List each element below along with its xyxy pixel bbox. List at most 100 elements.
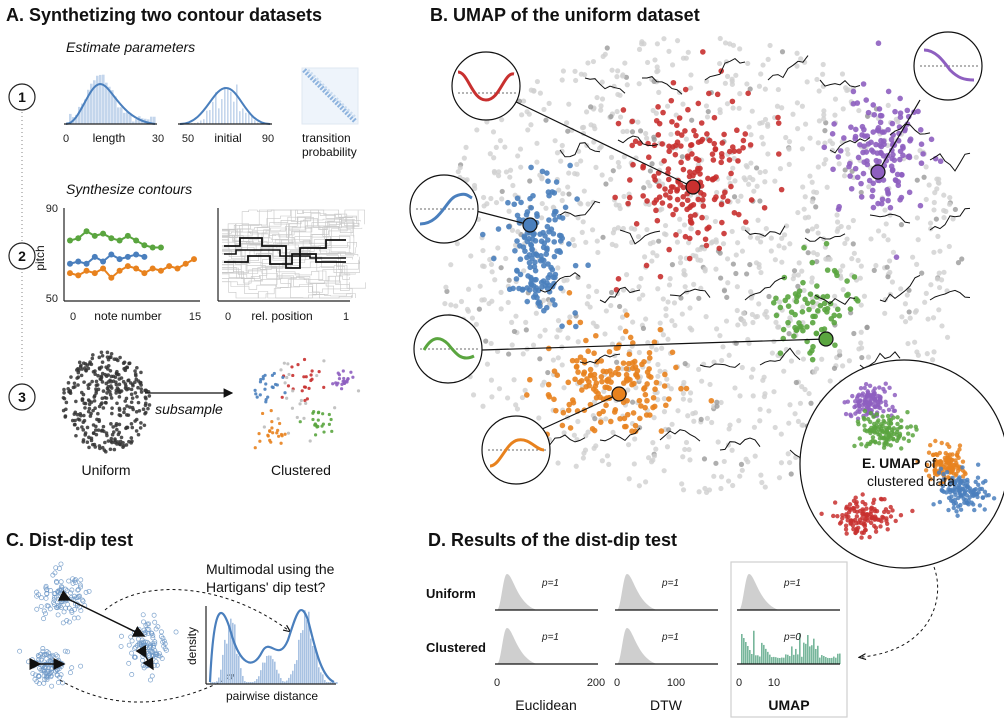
umap-bg-point	[799, 146, 805, 152]
umap-cluster-point	[742, 219, 749, 225]
umap-cluster-point	[514, 238, 520, 244]
umap-cluster-point	[626, 194, 633, 201]
umap-bg-point	[669, 62, 676, 68]
umap-cluster-point	[593, 332, 599, 339]
umap-bg-point	[680, 101, 686, 107]
umap-bg-point	[635, 119, 641, 125]
umap-bg-point	[786, 331, 792, 337]
umap-bg-point	[561, 278, 567, 284]
pvalue-label: p=0	[783, 632, 801, 643]
umap-cluster-point	[542, 233, 548, 239]
umap-cluster-point	[572, 310, 578, 316]
umap-cluster-point	[625, 200, 631, 207]
length-bars	[66, 74, 156, 124]
umap-bg-point	[923, 164, 929, 170]
umap-cluster-point	[796, 288, 803, 294]
umap-cluster-point	[543, 251, 550, 257]
contour-point-orange	[166, 263, 173, 270]
uniform-point	[105, 367, 110, 371]
euclid-tick-200: 200	[587, 677, 605, 689]
umap-bg-point	[801, 287, 807, 294]
umap-cluster-point	[559, 215, 566, 221]
umap-cluster-point	[844, 292, 850, 299]
clustered-point	[261, 411, 265, 416]
umap-bg-point	[654, 41, 660, 47]
umap-bg-point	[714, 403, 720, 409]
uniform-point	[91, 423, 96, 427]
contour-point-blue	[108, 251, 115, 258]
contour-glyph	[759, 347, 801, 366]
umap-bg-point	[657, 320, 663, 326]
clustered-point	[337, 376, 342, 381]
umap-bg-point	[822, 140, 828, 146]
umap-bg-point	[938, 277, 945, 283]
umap-cluster-point	[814, 283, 820, 289]
umap-cluster-point	[678, 385, 684, 392]
umap-bg-point	[721, 458, 727, 465]
clustered-point	[340, 382, 344, 386]
dip-point	[26, 659, 31, 665]
umap-e-point	[946, 495, 952, 501]
umap-cluster-point	[525, 273, 531, 279]
umap-cluster-point	[629, 340, 636, 346]
uniform-point	[118, 413, 123, 418]
umap-bg-point	[668, 386, 674, 392]
pairwise-bar	[242, 675, 244, 684]
umap-e-point	[880, 414, 885, 419]
umap-bg-point	[573, 463, 579, 469]
dip-point	[70, 580, 76, 586]
contour-glyph	[929, 207, 971, 231]
umap-cluster-point	[680, 166, 687, 173]
pairwise-bar	[316, 652, 318, 684]
contour-point-green	[83, 228, 90, 235]
uniform-point	[104, 401, 108, 405]
umap-e-point	[890, 404, 895, 410]
uniform-label: Uniform	[81, 462, 130, 478]
umap-bg-point	[858, 329, 864, 335]
uniform-point	[122, 407, 127, 411]
umap-cluster-point	[877, 119, 884, 126]
umap-bg-point	[718, 474, 725, 480]
umap-cluster-point	[690, 172, 696, 179]
umap-e-point	[975, 462, 981, 467]
umap-cluster-point	[810, 343, 816, 350]
umap-bg-point	[601, 388, 607, 395]
dip-umap-bar	[799, 633, 801, 664]
umap-bg-point	[748, 132, 754, 138]
umap-e-point	[859, 442, 864, 447]
umap-cluster-point	[585, 262, 591, 269]
umap-cluster-point	[897, 196, 903, 203]
umap-bg-point	[585, 294, 592, 300]
umap-cluster-point	[624, 411, 631, 418]
umap-bg-point	[845, 151, 851, 157]
length-bar	[90, 83, 93, 124]
umap-bg-point	[737, 393, 743, 399]
pairwise-bar	[288, 677, 290, 684]
length-bar	[120, 107, 123, 124]
umap-e-point	[862, 401, 867, 406]
umap-e-point	[863, 516, 868, 522]
umap-cluster-point	[785, 303, 792, 309]
umap-bg-point	[763, 226, 769, 232]
umap-e-point	[848, 520, 853, 525]
dip-point	[51, 597, 57, 603]
umap-bg-point	[786, 146, 792, 152]
umap-e-point	[867, 383, 873, 389]
pairwise-bar	[328, 682, 330, 684]
umap-bg-point	[717, 333, 723, 339]
umap-bg-point	[731, 194, 738, 200]
umap-cluster-point	[640, 193, 646, 199]
contour-line-blue	[69, 253, 145, 265]
umap-bg-point	[959, 256, 965, 262]
umap-bg-point	[757, 169, 763, 175]
umap-e-point	[893, 518, 898, 524]
umap-bg-point	[735, 322, 741, 328]
clustered-point	[302, 416, 306, 420]
umap-bg-point	[567, 314, 573, 320]
umap-cluster-point	[608, 379, 614, 385]
contour-glyph	[829, 137, 871, 154]
length-bar	[99, 74, 102, 124]
umap-bg-point	[832, 293, 838, 299]
umap-bg-point	[840, 106, 846, 112]
note-tick-0: 0	[70, 311, 76, 323]
